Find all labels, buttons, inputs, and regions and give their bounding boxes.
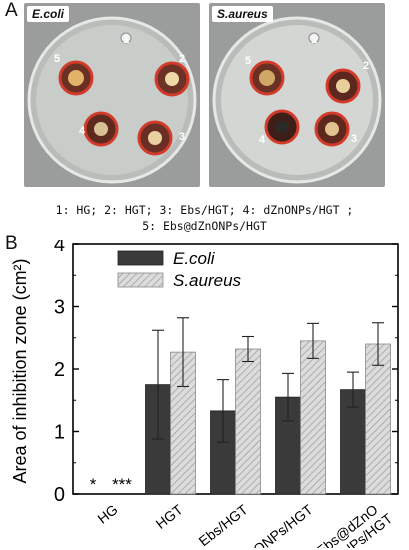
y-tick-label: 4	[54, 240, 65, 256]
well-number-4: 4	[79, 125, 86, 137]
panel-label-a: A	[5, 0, 18, 21]
petri-dish-ecoli-drawing	[27, 16, 197, 184]
legend-label-ecoli: E.coli	[173, 249, 216, 268]
well-number-3: 3	[351, 133, 358, 145]
y-tick-label: 1	[54, 422, 65, 444]
legend-label-saureus: S.aureus	[173, 271, 242, 290]
legend-swatch-ecoli	[117, 250, 164, 266]
petri-dish-photo-ecoli: E.coli 1 2 3 4 5	[24, 3, 200, 187]
significance-mark: *	[90, 475, 97, 494]
x-tick-label: HGT	[153, 501, 186, 532]
y-axis-label: Area of inhibition zone (cm²)	[10, 258, 30, 483]
panel-label-b: B	[5, 233, 18, 254]
significance-mark: ***	[112, 475, 132, 494]
x-tick-label-line: Ebs/HGT	[196, 501, 252, 548]
legend-swatch-saureus	[117, 272, 164, 288]
bar-saureus	[365, 343, 391, 495]
well-number-5: 5	[54, 53, 61, 65]
photo-label-saureus: S.aureus	[212, 6, 273, 22]
well-number-3: 3	[179, 131, 186, 143]
y-tick-label: 0	[54, 484, 65, 506]
well-number-2: 2	[179, 53, 186, 65]
x-tick-label-line: HGT	[153, 501, 186, 532]
bar-chart: 0 1 2 3 4 Area of inhibition zone (cm²) HG HGT E…	[10, 240, 399, 548]
legend-caption-line-2: 5: Ebs@dZnONPs/HGT	[142, 219, 267, 233]
photo-label-ecoli: E.coli	[27, 6, 70, 22]
x-tick-label-line: HG	[94, 501, 120, 527]
x-tick-label: HG	[94, 501, 120, 527]
petri-dish-photo-saureus: S.aureus 1 2 3 4 5	[209, 3, 385, 187]
bar-saureus	[300, 340, 326, 495]
x-tick-label: Ebs/HGT	[196, 501, 252, 548]
well-number-2: 2	[363, 60, 370, 72]
bar-saureus	[235, 348, 261, 495]
well-number-5: 5	[245, 55, 252, 67]
y-tick-label: 3	[54, 297, 65, 319]
well-number-1: 1	[311, 34, 318, 46]
well-number-4: 4	[259, 134, 266, 146]
x-tick-label: Ebs@dZnONPs/HGT	[313, 497, 396, 548]
y-tick-label: 2	[54, 359, 65, 381]
legend-caption-line-1: 1: HG; 2: HGT; 3: Ebs/HGT; 4: dZnONPs/HG…	[55, 203, 354, 217]
well-number-1: 1	[123, 34, 130, 46]
petri-dish-saureus-drawing	[212, 16, 382, 184]
